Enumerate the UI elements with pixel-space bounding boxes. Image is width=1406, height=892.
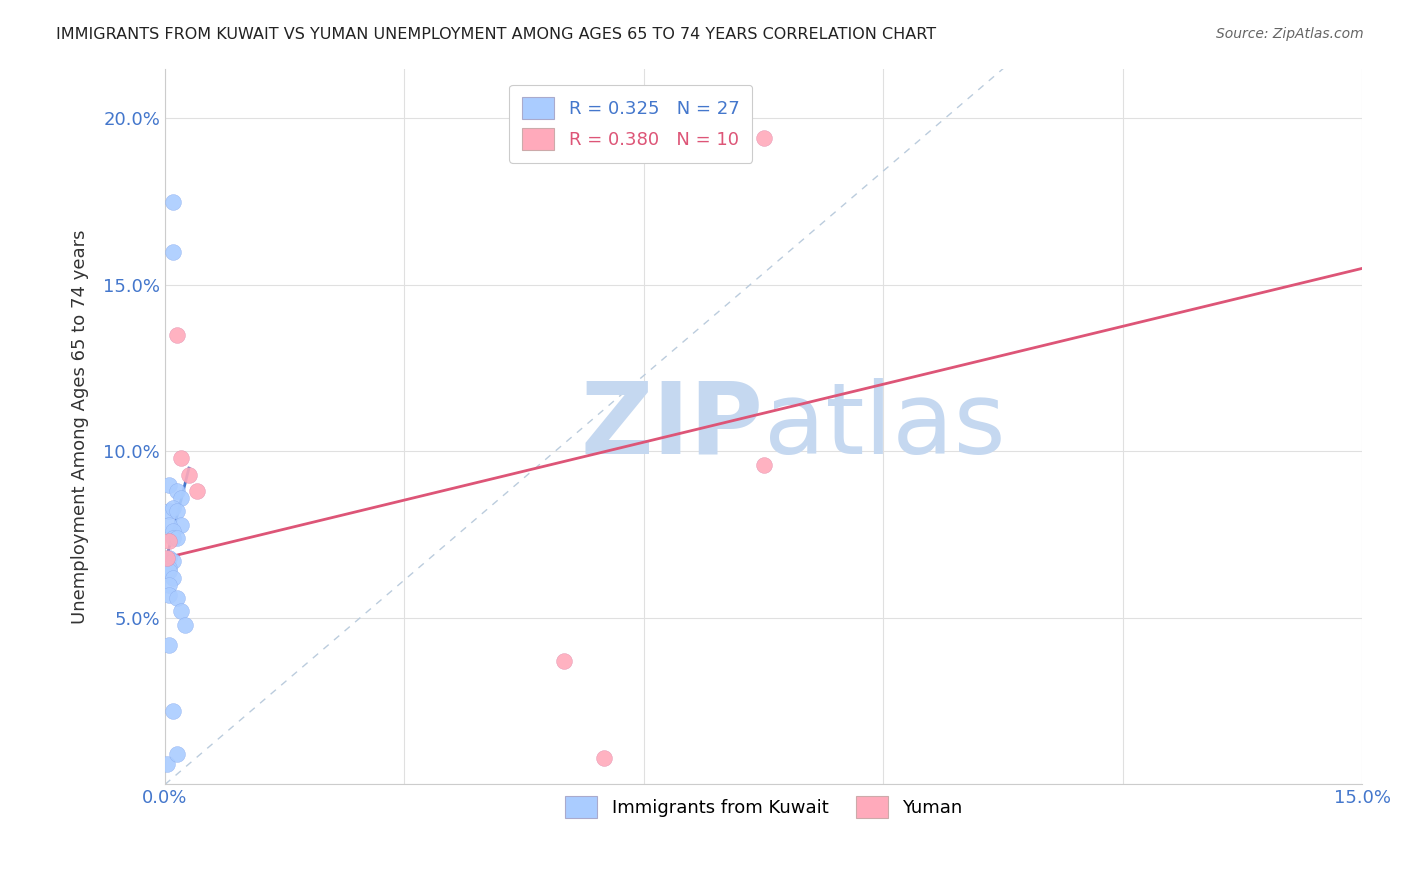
Point [156,757,179,772]
Point [157,577,180,591]
Point [170,604,193,618]
Point [177,467,200,482]
Point [752,131,775,145]
Point [162,524,184,539]
Text: Source: ZipAtlas.com: Source: ZipAtlas.com [1216,27,1364,41]
Point [166,484,188,499]
Point [157,517,180,532]
Point [157,561,180,575]
Point [553,654,575,668]
Point [162,501,184,516]
Point [166,747,188,762]
Point [157,551,180,566]
Point [170,451,193,466]
Point [170,491,193,505]
Text: ZIP: ZIP [581,378,763,475]
Point [166,591,188,605]
Point [186,484,208,499]
Point [157,564,180,578]
Text: IMMIGRANTS FROM KUWAIT VS YUMAN UNEMPLOYMENT AMONG AGES 65 TO 74 YEARS CORRELATI: IMMIGRANTS FROM KUWAIT VS YUMAN UNEMPLOY… [56,27,936,42]
Text: atlas: atlas [763,378,1005,475]
Point [157,588,180,602]
Point [156,551,179,566]
Point [162,194,184,209]
Point [162,531,184,545]
Point [162,554,184,568]
Point [166,327,188,342]
Point [157,504,180,518]
Point [162,244,184,259]
Point [157,534,180,549]
Point [166,531,188,545]
Point [166,504,188,518]
Point [157,638,180,652]
Point [162,704,184,718]
Point [174,617,197,632]
Point [157,477,180,491]
Point [170,517,193,532]
Y-axis label: Unemployment Among Ages 65 to 74 years: Unemployment Among Ages 65 to 74 years [72,229,89,624]
Legend: Immigrants from Kuwait, Yuman: Immigrants from Kuwait, Yuman [558,789,970,825]
Point [752,458,775,472]
Point [162,571,184,585]
Point [593,751,616,765]
